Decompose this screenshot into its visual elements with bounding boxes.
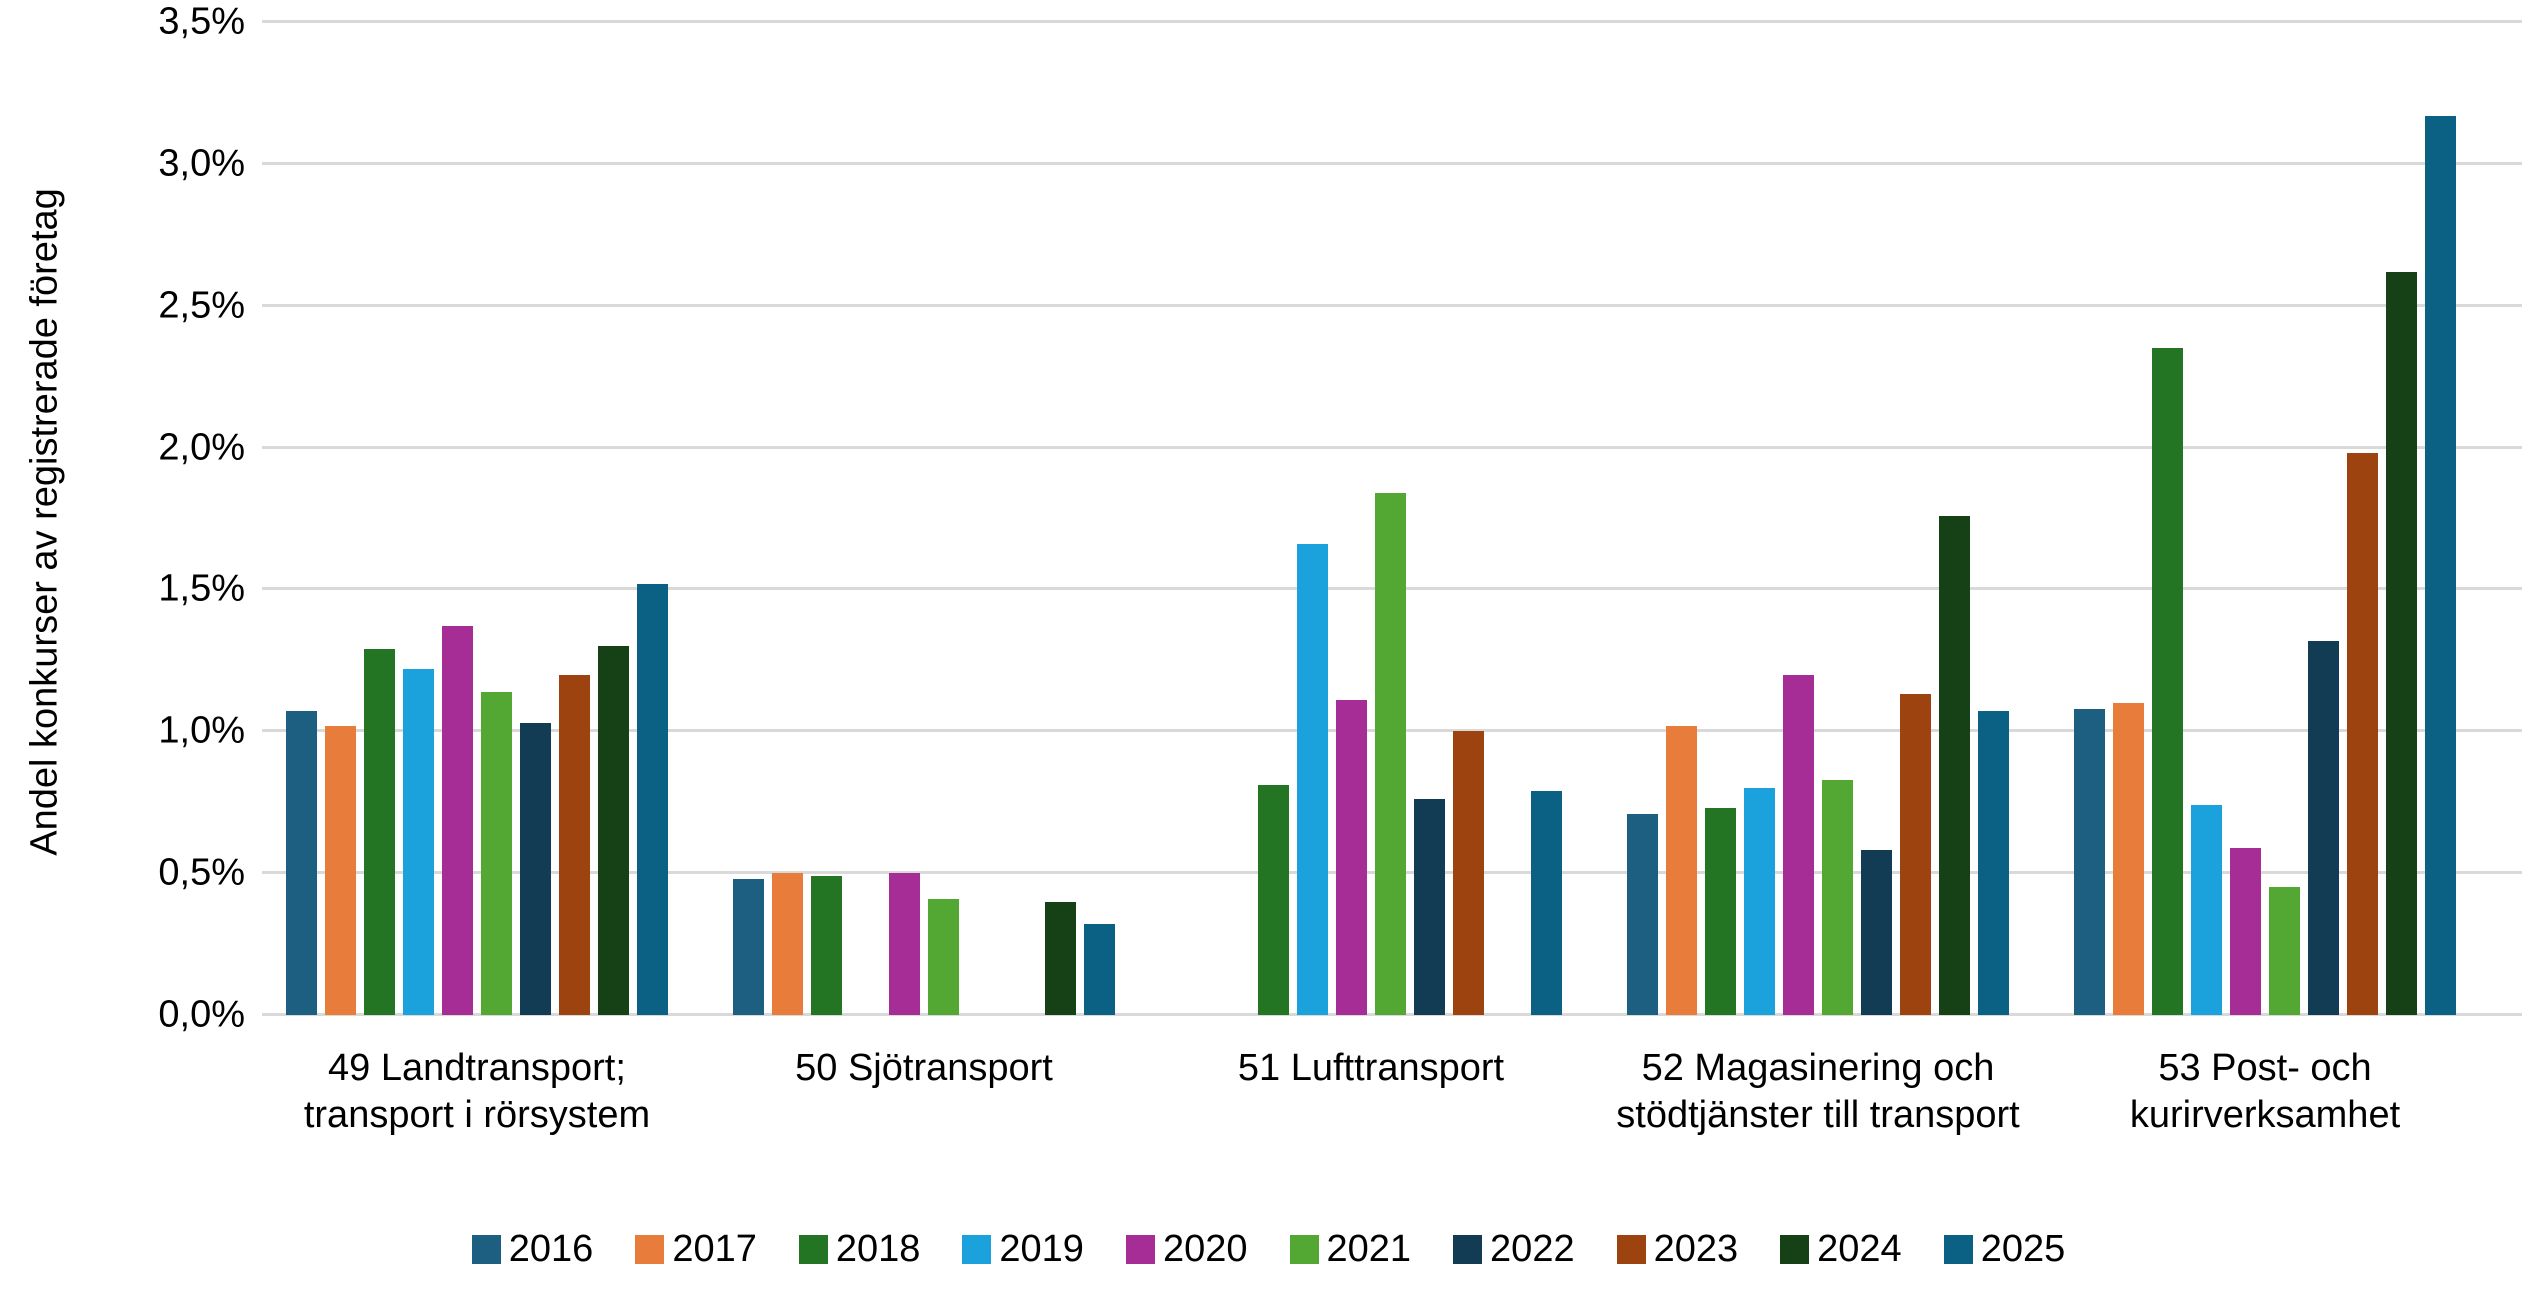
bar-2025-category-4 bbox=[1978, 711, 2009, 1015]
bar-2019-category-4 bbox=[1744, 788, 1775, 1015]
plot-area bbox=[262, 20, 2522, 1016]
y-tick-label: 0,0% bbox=[158, 993, 245, 1036]
legend-label-2021: 2021 bbox=[1326, 1228, 1412, 1270]
bar-2018-category-1 bbox=[364, 649, 395, 1015]
bar-2023-category-3 bbox=[1453, 731, 1484, 1015]
bar-2019-category-5 bbox=[2191, 805, 2222, 1015]
legend-item-2016: 2016 bbox=[471, 1228, 594, 1271]
legend-label-2016: 2016 bbox=[508, 1228, 594, 1270]
category-label-3: 51 Lufttransport bbox=[1237, 1047, 1505, 1089]
bar-2018-category-5 bbox=[2152, 348, 2183, 1015]
legend-label-2020: 2020 bbox=[1162, 1228, 1248, 1270]
category-label-4: 52 Magasinering och stödtjänster till tra… bbox=[1616, 1047, 2020, 1136]
legend-label-2022: 2022 bbox=[1490, 1228, 1575, 1270]
legend-item-2024: 2024 bbox=[1780, 1228, 1902, 1271]
bar-2023-category-5 bbox=[2347, 453, 2378, 1015]
legend-swatch-2018 bbox=[798, 1235, 828, 1264]
bar-2021-category-2 bbox=[928, 898, 959, 1015]
bar-2025-category-3 bbox=[1531, 790, 1562, 1015]
y-tick-label: 3,5% bbox=[158, 0, 245, 43]
y-tick-label: 2,0% bbox=[158, 426, 245, 469]
bar-2018-category-4 bbox=[1705, 807, 1736, 1015]
legend-item-2022: 2022 bbox=[1453, 1228, 1575, 1271]
legend-item-2025: 2025 bbox=[1943, 1228, 2066, 1271]
gridline-3,0% bbox=[262, 161, 2522, 165]
y-tick-label: 1,5% bbox=[158, 567, 245, 610]
bar-2021-category-4 bbox=[1822, 779, 1853, 1015]
gridline-3,5% bbox=[262, 20, 2522, 23]
bar-2025-category-5 bbox=[2425, 115, 2456, 1015]
bar-2020-category-5 bbox=[2230, 847, 2261, 1015]
legend-label-2023: 2023 bbox=[1653, 1228, 1739, 1270]
category-label-1: 49 Landtransport; transport i rörsystem bbox=[303, 1047, 651, 1136]
bar-2024-category-1 bbox=[598, 646, 629, 1015]
legend-swatch-2024 bbox=[1780, 1235, 1810, 1264]
bar-2020-category-4 bbox=[1783, 674, 1814, 1015]
bar-2021-category-3 bbox=[1375, 492, 1406, 1015]
legend-item-2020: 2020 bbox=[1125, 1228, 1248, 1271]
bar-2023-category-4 bbox=[1900, 694, 1931, 1015]
category-label-2: 50 Sjötransport bbox=[795, 1047, 1053, 1089]
y-axis-title: Andel konkurser av registrerade företag bbox=[23, 188, 66, 856]
bar-2017-category-4 bbox=[1666, 725, 1697, 1015]
bar-2024-category-4 bbox=[1939, 515, 1970, 1015]
legend-swatch-2021 bbox=[1289, 1235, 1319, 1264]
bar-2017-category-5 bbox=[2113, 702, 2144, 1015]
legend-label-2019: 2019 bbox=[999, 1228, 1084, 1270]
y-tick-label: 3,0% bbox=[158, 142, 245, 185]
legend-swatch-2020 bbox=[1125, 1235, 1155, 1264]
gridline-2,5% bbox=[262, 303, 2522, 307]
bar-2016-category-4 bbox=[1627, 813, 1658, 1015]
legend-swatch-2023 bbox=[1616, 1235, 1646, 1264]
legend-swatch-2022 bbox=[1453, 1235, 1483, 1264]
bar-2018-category-2 bbox=[811, 875, 842, 1015]
bar-2024-category-5 bbox=[2386, 271, 2417, 1015]
legend-swatch-2016 bbox=[471, 1235, 501, 1264]
legend-item-2019: 2019 bbox=[962, 1228, 1084, 1271]
category-label-5: 53 Post- och kurirverksamhet bbox=[2129, 1047, 2401, 1136]
legend-item-2023: 2023 bbox=[1616, 1228, 1739, 1271]
bar-2023-category-1 bbox=[559, 674, 590, 1015]
legend-item-2021: 2021 bbox=[1289, 1228, 1412, 1271]
bar-2024-category-2 bbox=[1045, 901, 1076, 1015]
legend-item-2018: 2018 bbox=[798, 1228, 921, 1271]
bar-2022-category-4 bbox=[1861, 850, 1892, 1015]
bar-2016-category-2 bbox=[733, 878, 764, 1015]
legend-label-2018: 2018 bbox=[835, 1228, 921, 1270]
legend-label-2025: 2025 bbox=[1980, 1228, 2066, 1270]
bar-2022-category-3 bbox=[1414, 799, 1445, 1015]
bar-2016-category-1 bbox=[286, 711, 317, 1015]
y-tick-label: 1,0% bbox=[158, 709, 245, 752]
bar-2018-category-3 bbox=[1258, 785, 1289, 1015]
bar-2021-category-5 bbox=[2269, 887, 2300, 1015]
bar-2021-category-1 bbox=[481, 691, 512, 1015]
legend-swatch-2025 bbox=[1943, 1235, 1973, 1264]
legend-swatch-2019 bbox=[962, 1235, 992, 1264]
bar-2017-category-2 bbox=[772, 873, 803, 1015]
gridline-2,0% bbox=[262, 445, 2522, 449]
legend-label-2024: 2024 bbox=[1817, 1228, 1902, 1270]
y-tick-label: 0,5% bbox=[158, 851, 245, 894]
legend: 2016 2017 2018 2019 2020 2021 2022 2023 2024 2025 bbox=[0, 1228, 2537, 1271]
legend-item-2017: 2017 bbox=[635, 1228, 757, 1271]
bar-2020-category-3 bbox=[1336, 700, 1367, 1015]
bar-2019-category-1 bbox=[403, 668, 434, 1015]
bar-2017-category-1 bbox=[325, 725, 356, 1015]
bar-2022-category-5 bbox=[2308, 640, 2339, 1015]
bar-2025-category-1 bbox=[637, 583, 668, 1015]
bar-2025-category-2 bbox=[1084, 924, 1115, 1015]
bar-2020-category-1 bbox=[442, 626, 473, 1015]
legend-swatch-2017 bbox=[635, 1235, 665, 1264]
legend-label-2017: 2017 bbox=[672, 1228, 757, 1270]
bar-2022-category-1 bbox=[520, 722, 551, 1015]
bar-2020-category-2 bbox=[889, 873, 920, 1015]
bar-2016-category-5 bbox=[2074, 708, 2105, 1015]
y-tick-label: 2,5% bbox=[158, 284, 245, 327]
bar-2019-category-3 bbox=[1297, 544, 1328, 1015]
